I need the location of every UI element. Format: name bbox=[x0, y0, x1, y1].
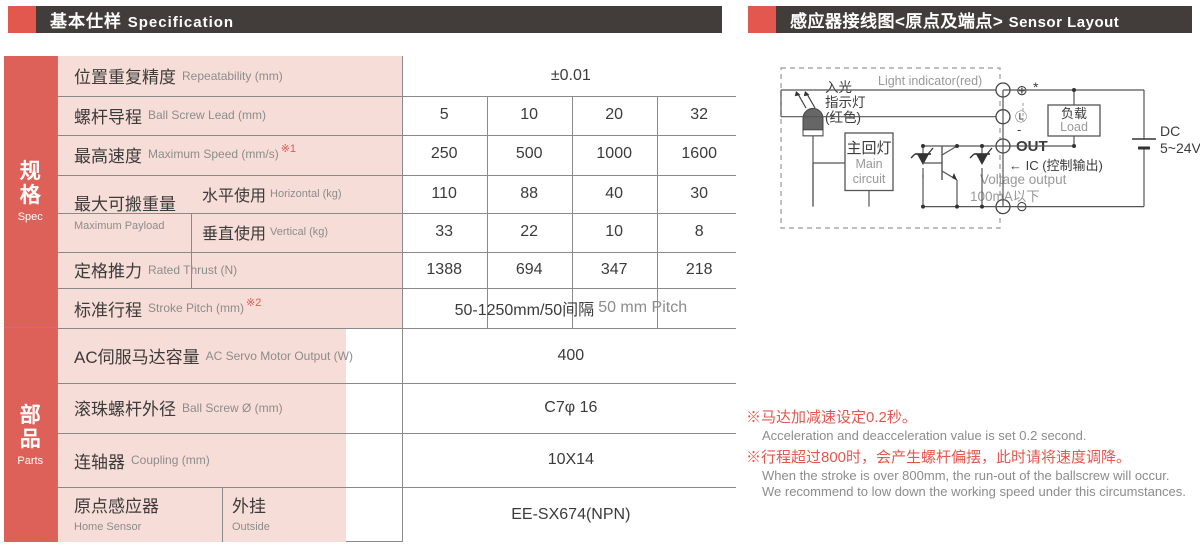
svg-text:Voltage output: Voltage output bbox=[980, 172, 1067, 187]
svg-text:Main: Main bbox=[855, 157, 882, 171]
svg-text:DC: DC bbox=[1160, 123, 1180, 139]
svg-text:← IC (控制输出): ← IC (控制输出) bbox=[1009, 158, 1103, 173]
svg-text:入光: 入光 bbox=[825, 80, 852, 95]
svg-text:负载: 负载 bbox=[1061, 106, 1087, 121]
svg-text:5~24V: 5~24V bbox=[1160, 140, 1200, 156]
svg-text:circuit: circuit bbox=[853, 172, 886, 186]
svg-text:Light indicator(red): Light indicator(red) bbox=[878, 74, 982, 88]
svg-text:Load: Load bbox=[1060, 120, 1088, 134]
svg-text:主回灯: 主回灯 bbox=[846, 140, 891, 157]
svg-text:-: - bbox=[1017, 122, 1021, 137]
svg-text:100mA以下: 100mA以下 bbox=[970, 189, 1040, 204]
svg-text:指示灯: 指示灯 bbox=[825, 95, 866, 110]
svg-text:*: * bbox=[1033, 79, 1039, 95]
